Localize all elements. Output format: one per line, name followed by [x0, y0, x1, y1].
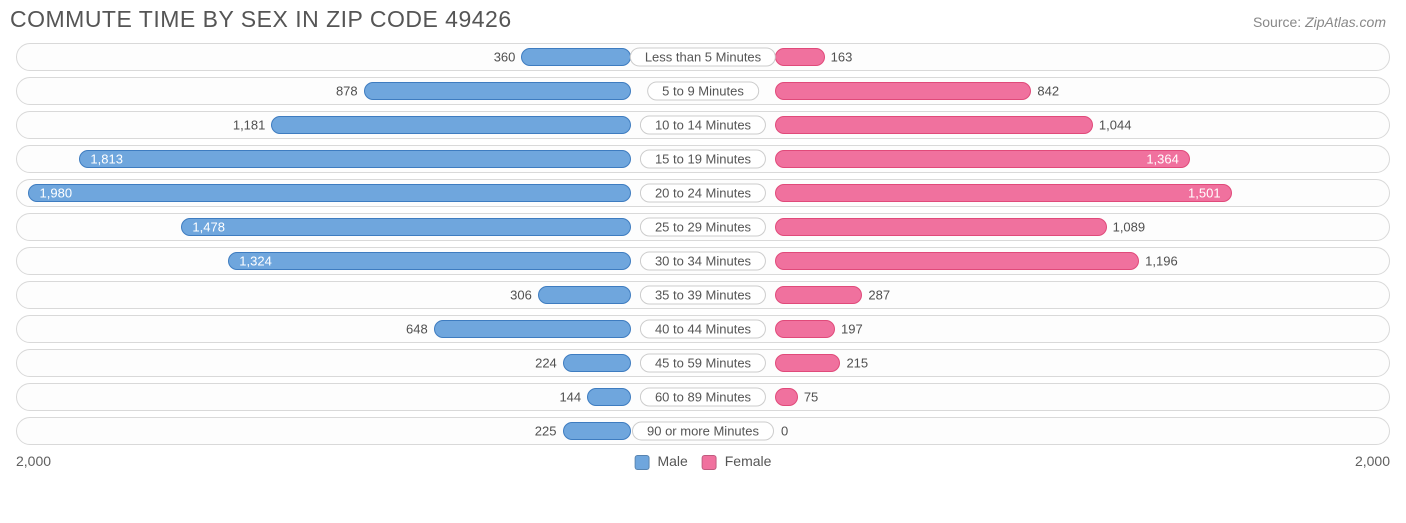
- category-label: 35 to 39 Minutes: [640, 286, 766, 305]
- category-label: 10 to 14 Minutes: [640, 116, 766, 135]
- male-value: 224: [535, 356, 557, 371]
- female-bar: [775, 116, 1093, 134]
- legend-swatch-male: [635, 455, 650, 470]
- diverging-bar-chart: 360 163 Less than 5 Minutes 878 842 5 to 9 Mi…: [0, 43, 1406, 445]
- chart-row: 224 215 45 to 59 Minutes: [16, 349, 1390, 377]
- male-bar: [538, 286, 631, 304]
- chart-row: 144 75 60 to 89 Minutes: [16, 383, 1390, 411]
- category-label: 15 to 19 Minutes: [640, 150, 766, 169]
- x-axis: 2,000 Male Female 2,000: [0, 451, 1406, 469]
- legend-swatch-female: [702, 455, 717, 470]
- male-bar: [364, 82, 631, 100]
- category-label: 5 to 9 Minutes: [647, 82, 759, 101]
- male-value: 1,324: [239, 254, 272, 269]
- category-label: 20 to 24 Minutes: [640, 184, 766, 203]
- legend-female: Female: [702, 453, 772, 470]
- female-value: 1,196: [1145, 254, 1178, 269]
- category-label: Less than 5 Minutes: [630, 48, 776, 67]
- female-value: 163: [831, 50, 853, 65]
- chart-row: 225 0 90 or more Minutes: [16, 417, 1390, 445]
- chart-row: 1,478 1,089 25 to 29 Minutes: [16, 213, 1390, 241]
- male-value: 1,181: [233, 118, 266, 133]
- male-value: 878: [336, 84, 358, 99]
- female-bar: [775, 150, 1190, 168]
- female-value: 1,089: [1113, 220, 1146, 235]
- female-bar: [775, 354, 840, 372]
- male-bar: [228, 252, 631, 270]
- category-label: 25 to 29 Minutes: [640, 218, 766, 237]
- female-value: 1,364: [1146, 152, 1179, 167]
- male-value: 1,813: [90, 152, 123, 167]
- male-value: 1,478: [192, 220, 225, 235]
- chart-row: 648 197 40 to 44 Minutes: [16, 315, 1390, 343]
- male-value: 360: [494, 50, 516, 65]
- male-bar: [563, 422, 632, 440]
- female-bar: [775, 218, 1107, 236]
- female-value: 1,501: [1188, 186, 1221, 201]
- male-value: 648: [406, 322, 428, 337]
- female-value: 75: [804, 390, 818, 405]
- legend-male: Male: [635, 453, 688, 470]
- male-value: 1,980: [40, 186, 73, 201]
- chart-row: 360 163 Less than 5 Minutes: [16, 43, 1390, 71]
- female-value: 287: [868, 288, 890, 303]
- chart-header: COMMUTE TIME BY SEX IN ZIP CODE 49426 So…: [0, 0, 1406, 43]
- female-bar: [775, 286, 862, 304]
- female-value: 215: [846, 356, 868, 371]
- male-bar: [181, 218, 631, 236]
- male-value: 306: [510, 288, 532, 303]
- axis-left-label: 2,000: [16, 453, 51, 469]
- legend-female-label: Female: [725, 453, 772, 469]
- legend: Male Female: [635, 453, 772, 470]
- source-value: ZipAtlas.com: [1305, 14, 1386, 30]
- category-label: 45 to 59 Minutes: [640, 354, 766, 373]
- female-value: 842: [1037, 84, 1059, 99]
- category-label: 30 to 34 Minutes: [640, 252, 766, 271]
- male-value: 225: [535, 424, 557, 439]
- category-label: 60 to 89 Minutes: [640, 388, 766, 407]
- male-bar: [434, 320, 631, 338]
- axis-right-label: 2,000: [1355, 453, 1390, 469]
- male-bar: [521, 48, 631, 66]
- female-value: 0: [781, 424, 788, 439]
- male-value: 144: [559, 390, 581, 405]
- chart-row: 306 287 35 to 39 Minutes: [16, 281, 1390, 309]
- female-bar: [775, 82, 1031, 100]
- male-bar: [79, 150, 631, 168]
- chart-title: COMMUTE TIME BY SEX IN ZIP CODE 49426: [10, 6, 512, 33]
- legend-male-label: Male: [657, 453, 687, 469]
- male-bar: [28, 184, 631, 202]
- chart-row: 1,181 1,044 10 to 14 Minutes: [16, 111, 1390, 139]
- female-bar: [775, 388, 798, 406]
- chart-source: Source: ZipAtlas.com: [1253, 14, 1386, 30]
- female-bar: [775, 252, 1139, 270]
- female-value: 1,044: [1099, 118, 1132, 133]
- female-bar: [775, 48, 825, 66]
- female-bar: [775, 184, 1232, 202]
- chart-row: 1,813 1,364 15 to 19 Minutes: [16, 145, 1390, 173]
- female-bar: [775, 320, 835, 338]
- category-label: 90 or more Minutes: [632, 422, 774, 441]
- category-label: 40 to 44 Minutes: [640, 320, 766, 339]
- male-bar: [587, 388, 631, 406]
- female-value: 197: [841, 322, 863, 337]
- chart-row: 878 842 5 to 9 Minutes: [16, 77, 1390, 105]
- male-bar: [271, 116, 631, 134]
- chart-row: 1,324 1,196 30 to 34 Minutes: [16, 247, 1390, 275]
- source-label: Source:: [1253, 14, 1301, 30]
- chart-row: 1,980 1,501 20 to 24 Minutes: [16, 179, 1390, 207]
- male-bar: [563, 354, 631, 372]
